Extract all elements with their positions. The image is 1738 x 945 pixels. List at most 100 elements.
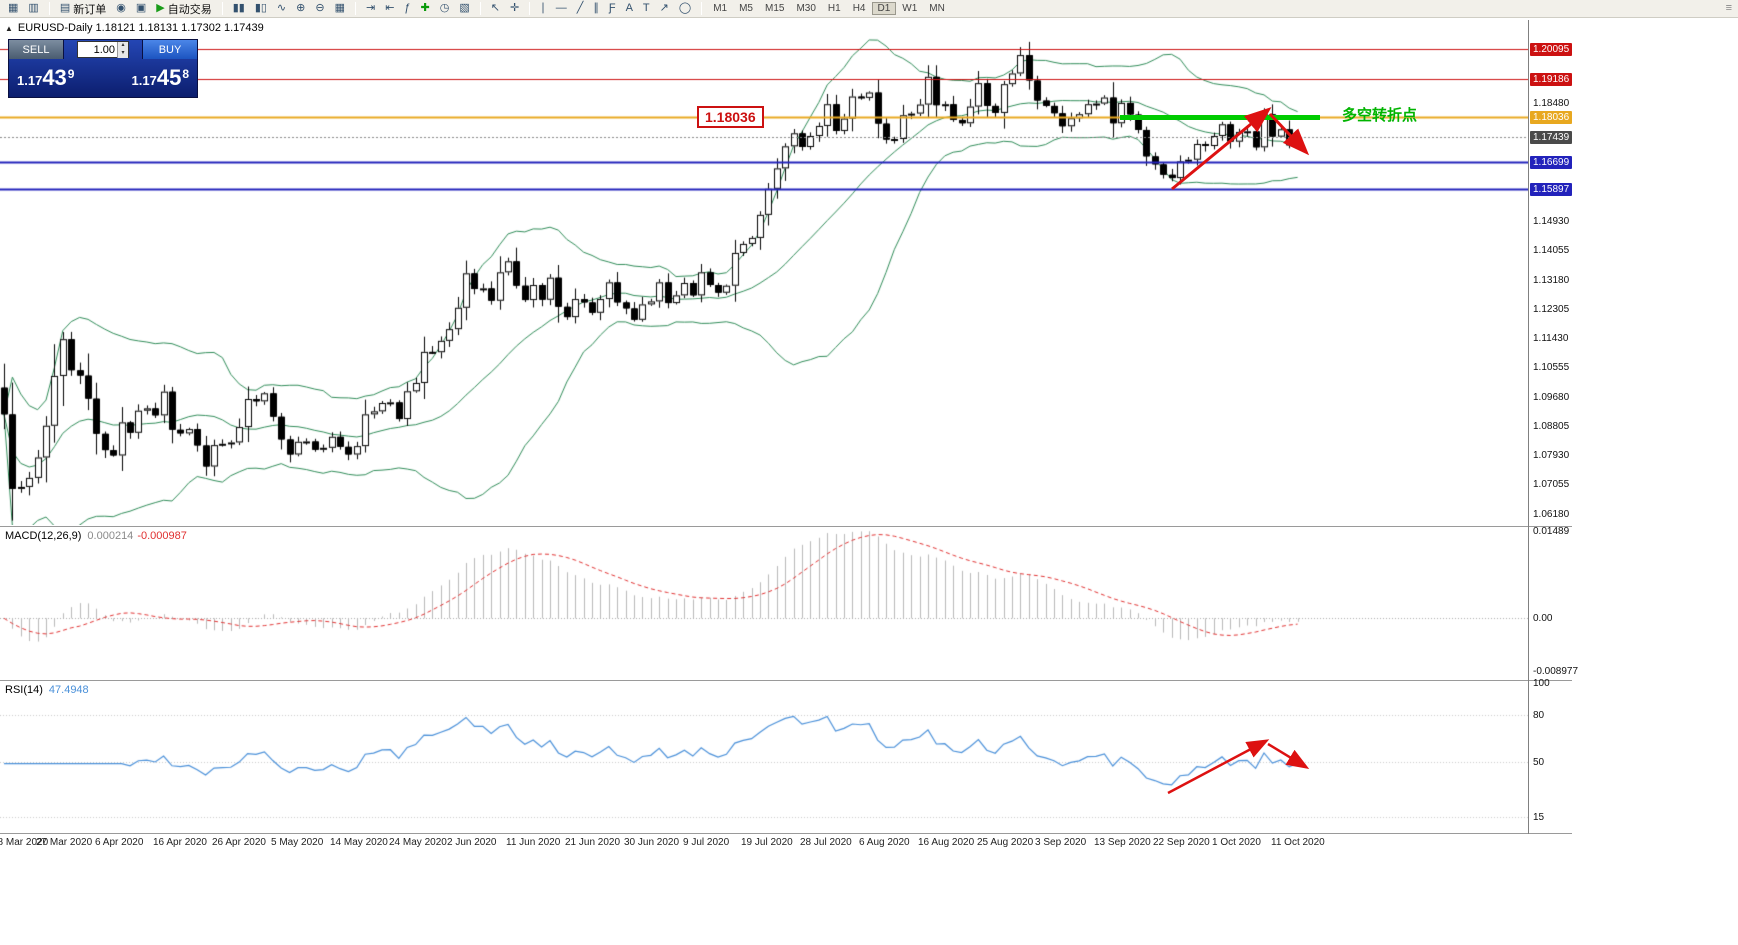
- panel-separator[interactable]: [0, 526, 1572, 527]
- tile-windows-icon: ▦: [334, 2, 345, 14]
- sell-button[interactable]: SELL: [9, 40, 64, 59]
- volume-stepper[interactable]: ▴ ▾: [117, 41, 128, 58]
- channel-tool-button[interactable]: ∥: [589, 1, 603, 17]
- date-axis-label: 2 Jun 2020: [447, 837, 497, 848]
- text-label-tool-button[interactable]: T: [639, 1, 654, 17]
- line-chart-mode-icon: ∿: [276, 2, 287, 14]
- line-chart-mode-button[interactable]: ∿: [273, 1, 290, 17]
- horizontal-line-tool-button[interactable]: ―: [552, 1, 571, 17]
- bar-chart-mode-button[interactable]: ▮▮: [229, 1, 249, 17]
- auto-trading-label: 自动交易: [167, 3, 212, 16]
- shapes-tool-button[interactable]: ◯: [675, 1, 695, 17]
- main-price-chart[interactable]: [0, 20, 1528, 525]
- date-axis-label: 1 Oct 2020: [1212, 837, 1261, 848]
- candlestick-mode-icon: ▮▯: [254, 2, 267, 14]
- turning-point-level-line[interactable]: [1120, 115, 1320, 120]
- zoom-in-button[interactable]: ⊕: [292, 1, 309, 17]
- arrow-objects-tool-button[interactable]: ↗: [656, 1, 673, 17]
- templates-button[interactable]: ▧: [455, 1, 473, 17]
- date-axis-label: 6 Apr 2020: [95, 837, 144, 848]
- price-axis[interactable]: 1.18480 1.14930 1.14055 1.13180 1.12305 1.114…: [1529, 0, 1604, 945]
- date-axis-label: 18 Mar 2020: [0, 837, 49, 848]
- volume-up-icon[interactable]: ▴: [118, 41, 128, 50]
- news-icon: ▣: [135, 2, 147, 14]
- price-axis-tag: 1.16699: [1530, 156, 1573, 169]
- date-axis-label: 22 Sep 2020: [1153, 837, 1210, 848]
- timeframe-w1-button[interactable]: W1: [902, 3, 918, 14]
- auto-scroll-button[interactable]: ⇥: [362, 1, 379, 17]
- toolbar-separator: [221, 2, 223, 15]
- timeframe-mn-button[interactable]: MN: [929, 3, 945, 14]
- timeframe-m30-button[interactable]: M30: [796, 3, 816, 14]
- candlestick-mode-button[interactable]: ▮▯: [251, 1, 271, 17]
- text-label-tool-icon: T: [642, 2, 650, 14]
- rsi-axis-label: 15: [1533, 812, 1545, 823]
- macd-indicator-chart[interactable]: [0, 527, 1528, 678]
- price-flag-label[interactable]: 1.18036: [697, 106, 764, 128]
- macd-indicator-label: MACD(12,26,9) 0.000214 -0.000987: [5, 530, 187, 542]
- price-axis-label: 1.18480: [1533, 98, 1570, 109]
- vertical-line-tool-icon: ∣: [540, 2, 546, 14]
- date-axis-label: 28 Jul 2020: [800, 837, 852, 848]
- timeframe-m15-button[interactable]: M15: [765, 3, 785, 14]
- price-axis-label: 1.06180: [1533, 509, 1570, 520]
- price-axis-label: 1.07930: [1533, 450, 1570, 461]
- shapes-tool-icon: ◯: [678, 2, 692, 14]
- date-axis-label: 11 Oct 2020: [1271, 837, 1325, 848]
- sell-price-big: 43: [42, 65, 67, 90]
- timeframe-m5-button[interactable]: M5: [739, 3, 753, 14]
- date-axis-label: 30 Jun 2020: [624, 837, 680, 848]
- cursor-button[interactable]: ↖: [487, 1, 504, 17]
- volume-value: 1.00: [93, 43, 115, 56]
- periods-button[interactable]: ◷: [436, 1, 454, 17]
- panel-separator[interactable]: [0, 680, 1572, 681]
- date-axis-label: 16 Apr 2020: [153, 837, 207, 848]
- chart-shift-icon: ⇤: [385, 2, 395, 14]
- new-chart-button[interactable]: ▦: [4, 1, 22, 17]
- trendline-tool-button[interactable]: ╱: [573, 1, 588, 17]
- news-button[interactable]: ▣: [132, 1, 150, 17]
- date-axis-label: 3 Sep 2020: [1035, 837, 1087, 848]
- buy-button[interactable]: BUY: [142, 40, 197, 59]
- trendline-tool-icon: ╱: [576, 2, 584, 14]
- vertical-line-tool-button[interactable]: ∣: [536, 1, 550, 17]
- auto-trading-button[interactable]: ▶ 自动交易: [152, 1, 215, 17]
- timeframe-m1-button[interactable]: M1: [713, 3, 728, 14]
- chart-ohlc-info: ▲ EURUSD-Daily 1.18121 1.18131 1.17302 1…: [5, 22, 264, 34]
- alerts-icon: ◉: [116, 2, 126, 14]
- toolbar-separator: [701, 2, 703, 15]
- indicators-list-button[interactable]: ƒ: [400, 1, 414, 17]
- timeframe-h1-button[interactable]: H1: [827, 3, 841, 14]
- chart-profiles-button[interactable]: ▥: [24, 1, 42, 17]
- price-axis-label: 1.11430: [1533, 333, 1569, 344]
- crosshair-button[interactable]: ✛: [506, 1, 523, 17]
- add-indicator-button[interactable]: ✚: [417, 1, 434, 17]
- toolbar-handle-icon[interactable]: ≡: [1725, 2, 1732, 14]
- zoom-out-button[interactable]: ⊖: [311, 1, 328, 17]
- price-axis-label: 1.07055: [1533, 479, 1570, 490]
- sell-price[interactable]: 1.17 43 9: [17, 67, 74, 89]
- volume-down-icon[interactable]: ▾: [118, 49, 128, 58]
- text-tool-button[interactable]: A: [622, 1, 637, 17]
- rsi-indicator-chart[interactable]: [0, 681, 1528, 832]
- volume-input[interactable]: 1.00 ▴ ▾: [77, 41, 129, 58]
- fibonacci-tool-button[interactable]: Ƒ: [605, 1, 620, 17]
- alerts-button[interactable]: ◉: [112, 1, 130, 17]
- rsi-indicator-label: RSI(14) 47.4948: [5, 684, 89, 696]
- timeframe-d1-button[interactable]: D1: [871, 2, 897, 15]
- sell-price-pip: 9: [67, 67, 75, 81]
- buy-price[interactable]: 1.17 45 8: [132, 67, 189, 89]
- tile-windows-button[interactable]: ▦: [331, 1, 349, 17]
- main-toolbar: ▦ ▥ ▤ 新订单 ◉ ▣ ▶ 自动交易 ▮▮ ▮▯ ∿ ⊕ ⊖ ▦ ⇥ ⇤ ƒ ✚ ◷ ▧ ↖ ✛ ∣ ― ╱ ∥ Ƒ A T ↗ ◯ M1…: [0, 0, 1738, 18]
- price-axis-label: 1.14930: [1533, 216, 1570, 227]
- zoom-in-icon: ⊕: [296, 2, 306, 14]
- rsi-axis-label: 100: [1533, 678, 1550, 689]
- macd-axis-label: 0.00: [1533, 613, 1553, 624]
- new-order-button[interactable]: ▤ 新订单: [56, 1, 110, 17]
- timeframe-h4-button[interactable]: H4: [852, 3, 866, 14]
- chart-shift-button[interactable]: ⇤: [381, 1, 398, 17]
- date-axis-label: 16 Aug 2020: [918, 837, 975, 848]
- turning-point-text[interactable]: 多空转折点: [1342, 107, 1418, 124]
- new-order-icon: ▤: [59, 2, 71, 14]
